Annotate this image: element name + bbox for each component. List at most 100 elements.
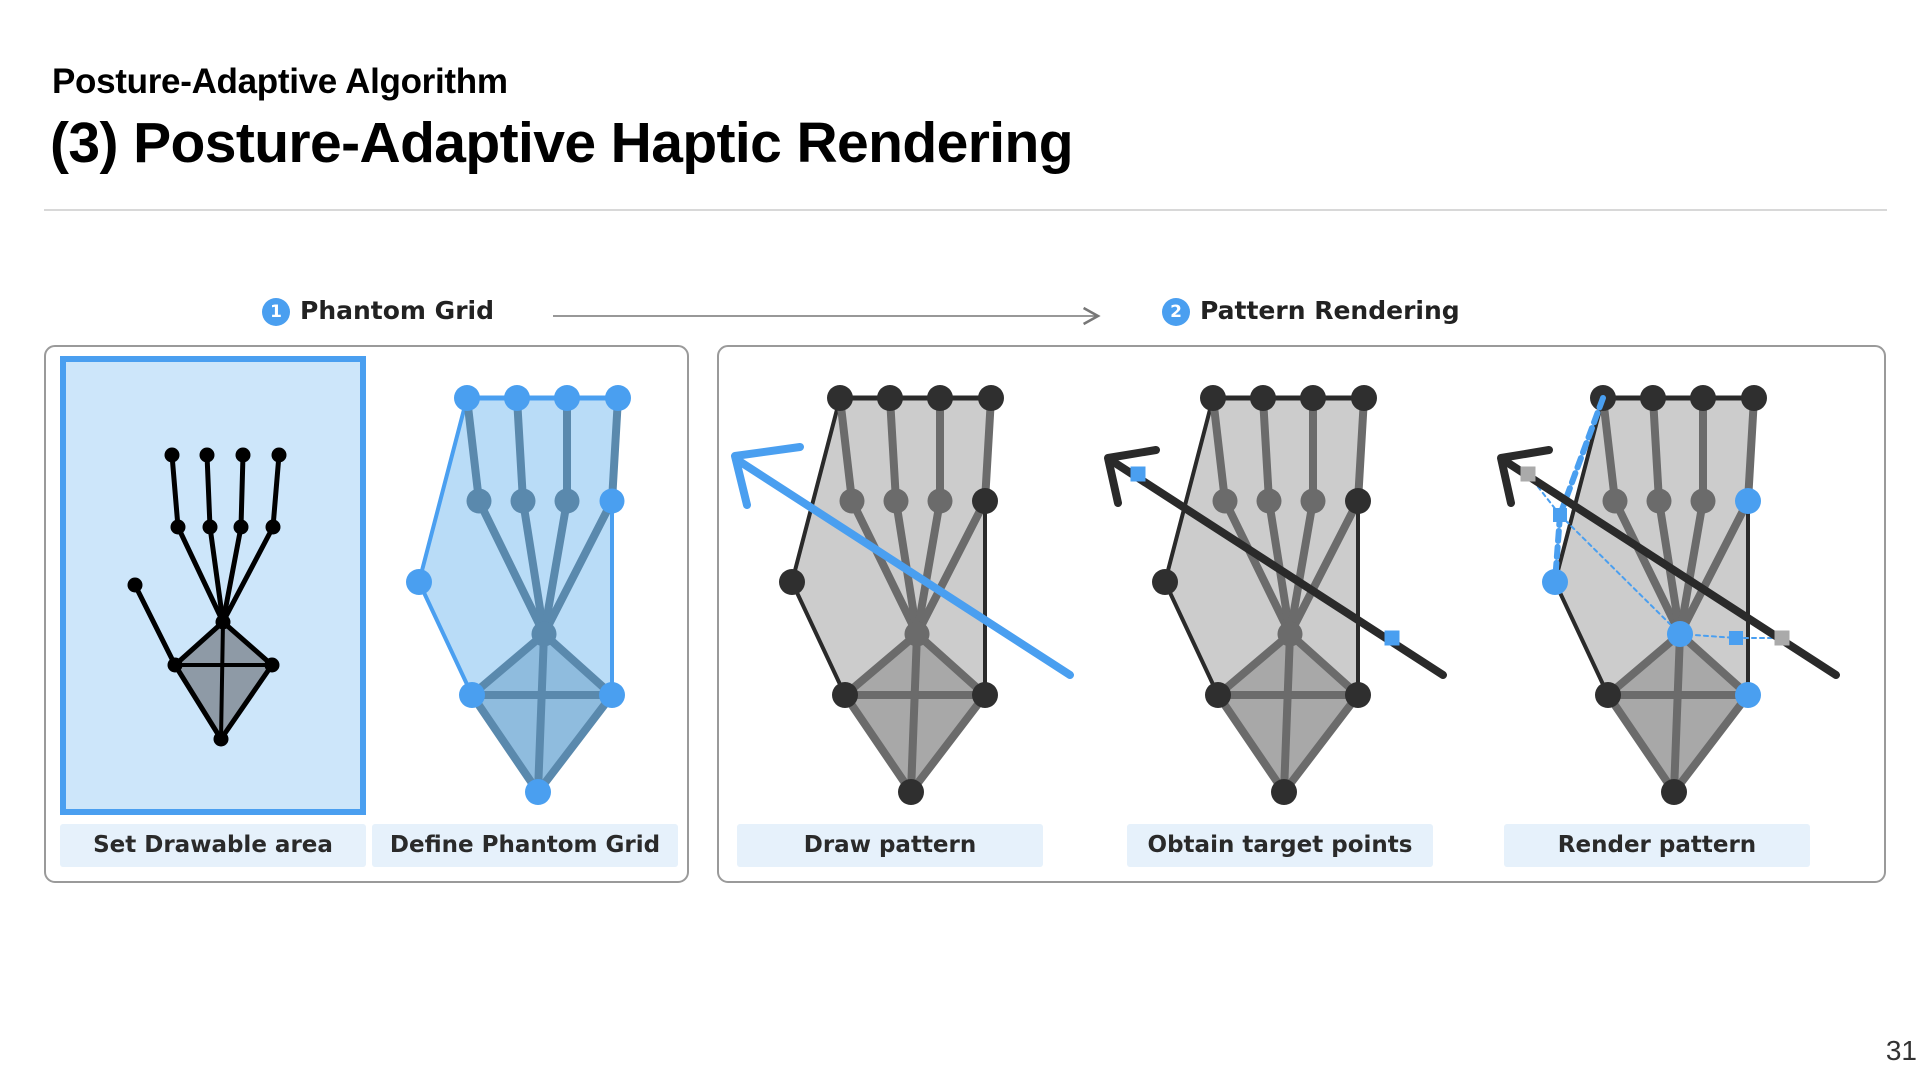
hand-joint (877, 385, 903, 411)
step-1-number-badge: 1 (262, 298, 290, 326)
hand-joint (554, 488, 580, 514)
hand-joint (1205, 682, 1231, 708)
small-finger-segment (169, 452, 181, 530)
hand-joint (1152, 569, 1178, 595)
rendered-path-dotted (1559, 514, 1681, 635)
hand-bone (1286, 497, 1362, 638)
hand-joint (1602, 488, 1628, 514)
hand-bone (1286, 630, 1362, 699)
hand-joint (1345, 682, 1371, 708)
hand-joint (972, 682, 998, 708)
hand-bone (1259, 394, 1273, 505)
small-hand-joint (264, 657, 280, 673)
hand-bone (913, 630, 989, 699)
hand-joint (1200, 385, 1226, 411)
hand-bone (1209, 394, 1229, 505)
small-hand-joint (233, 519, 249, 535)
hand-bone (841, 630, 921, 699)
hand-joint (1256, 488, 1282, 514)
small-hand-joint (164, 447, 180, 463)
hand-joint (599, 488, 625, 514)
caption-obtain-target-points: Obtain target points (1127, 824, 1433, 867)
hand-bone (513, 394, 527, 505)
hand-joint (1735, 488, 1761, 514)
hand-bone (1214, 630, 1294, 699)
hand-bone (540, 630, 616, 699)
hand-bone (475, 497, 548, 638)
small-finger-segment (238, 452, 246, 530)
page-number: 31 (1885, 1035, 1917, 1066)
hand-joint (605, 385, 631, 411)
hand-joint (839, 488, 865, 514)
small-hand-joint (202, 519, 218, 535)
target-point-end-gray (1774, 630, 1790, 646)
small-hand-joint (215, 614, 231, 630)
pattern-rendering-frame (717, 345, 1886, 883)
hand-joint (1595, 682, 1621, 708)
pattern-arrowhead (1497, 446, 1553, 507)
hand-bone (1604, 630, 1684, 699)
drawn-pattern-stroke (735, 457, 1074, 679)
hand-bone (1214, 691, 1288, 796)
step-2-label: 2 Pattern Rendering (1162, 296, 1460, 326)
target-point-end (1384, 630, 1400, 646)
hand-bone (608, 394, 622, 505)
hand-joint (927, 385, 953, 411)
step-2-number-badge: 2 (1162, 298, 1190, 326)
hand-bone (907, 630, 921, 796)
caption-draw-pattern: Draw pattern (737, 824, 1043, 867)
hand-joint (1661, 779, 1687, 805)
hand-joint (1741, 385, 1767, 411)
hand-joint (1300, 488, 1326, 514)
hand-joint (1351, 385, 1377, 411)
hand-bone (886, 394, 900, 505)
hand-bone (1599, 394, 1619, 505)
hand-bone (1676, 497, 1707, 638)
panel-set-drawable-area (60, 356, 366, 815)
caption-render-pattern: Render pattern (1504, 824, 1810, 867)
hand-joint (599, 682, 625, 708)
hand-joint (1271, 779, 1297, 805)
small-thumb (132, 582, 178, 668)
title-divider (44, 209, 1887, 211)
hand-joint (1735, 682, 1761, 708)
hand-bone (1649, 394, 1663, 505)
hand-bone (463, 394, 483, 505)
hand-bone (1676, 497, 1752, 638)
hand-joint (1690, 385, 1716, 411)
drawn-pattern-arrowhead (731, 443, 804, 509)
hand-bone (1280, 691, 1362, 796)
caption-set-drawable-area: Set Drawable area (60, 824, 366, 867)
hand-joint (1640, 385, 1666, 411)
hand-bone (468, 630, 548, 699)
hand-joint (883, 488, 909, 514)
step-1-label: 1 Phantom Grid (262, 296, 494, 326)
hand-joint (504, 385, 530, 411)
hand-joint (832, 682, 858, 708)
hand-joint (1646, 488, 1672, 514)
render-point (1553, 508, 1567, 522)
rendered-path-dashed (1557, 395, 1606, 518)
hand-joint (466, 488, 492, 514)
hand-joint (972, 488, 998, 514)
small-finger-segment (204, 452, 213, 530)
render-joint-highlight (1667, 621, 1693, 647)
small-hand-joint (167, 657, 183, 673)
hand-bone (468, 691, 542, 796)
target-point-start-gray (1520, 466, 1536, 482)
panel-render-pattern (1497, 385, 1840, 805)
hand-bone (1354, 394, 1368, 505)
pattern-arrowhead (1104, 446, 1160, 507)
hand-bone (540, 497, 616, 638)
hand-bone (1670, 630, 1684, 796)
hand-joint (1345, 488, 1371, 514)
small-finger-base (220, 524, 276, 625)
hand-bone (841, 691, 915, 796)
hand-bone (1611, 497, 1684, 638)
hand-bone (1670, 691, 1752, 796)
hand-bone (519, 497, 548, 638)
small-finger-base (220, 524, 244, 625)
hand-joint (406, 569, 432, 595)
hand-joint (531, 621, 557, 647)
